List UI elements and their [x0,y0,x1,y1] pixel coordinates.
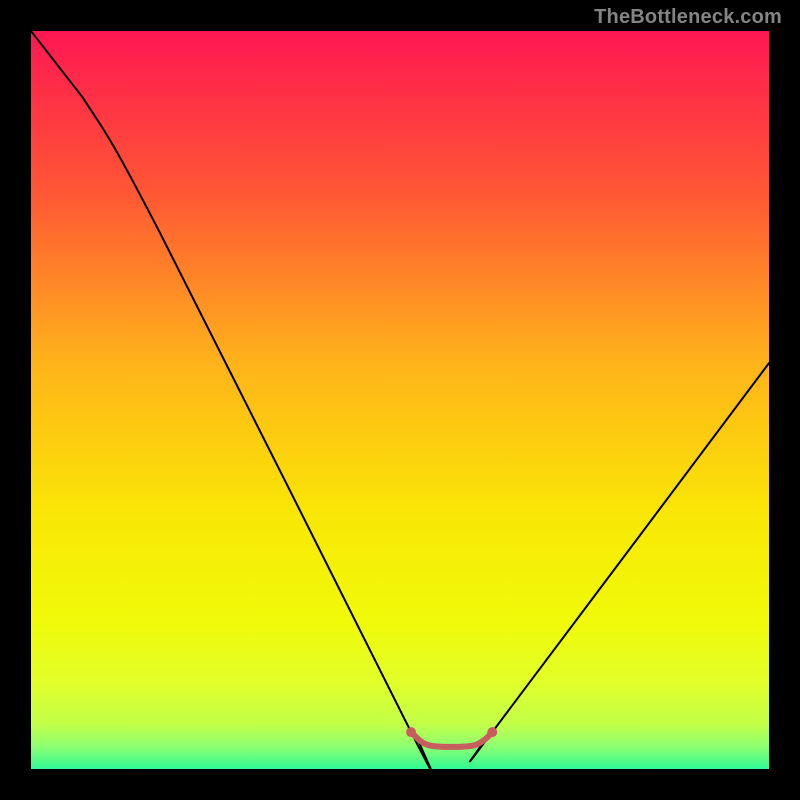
highlight-end-marker [487,727,497,737]
highlight-start-marker [406,727,416,737]
plot-area [31,31,769,769]
main-curve-path [31,31,769,769]
highlight-band-path [411,732,492,747]
attribution-text: TheBottleneck.com [594,6,782,29]
bottleneck-curve [31,31,769,769]
chart-outer-frame: TheBottleneck.com [0,0,800,800]
